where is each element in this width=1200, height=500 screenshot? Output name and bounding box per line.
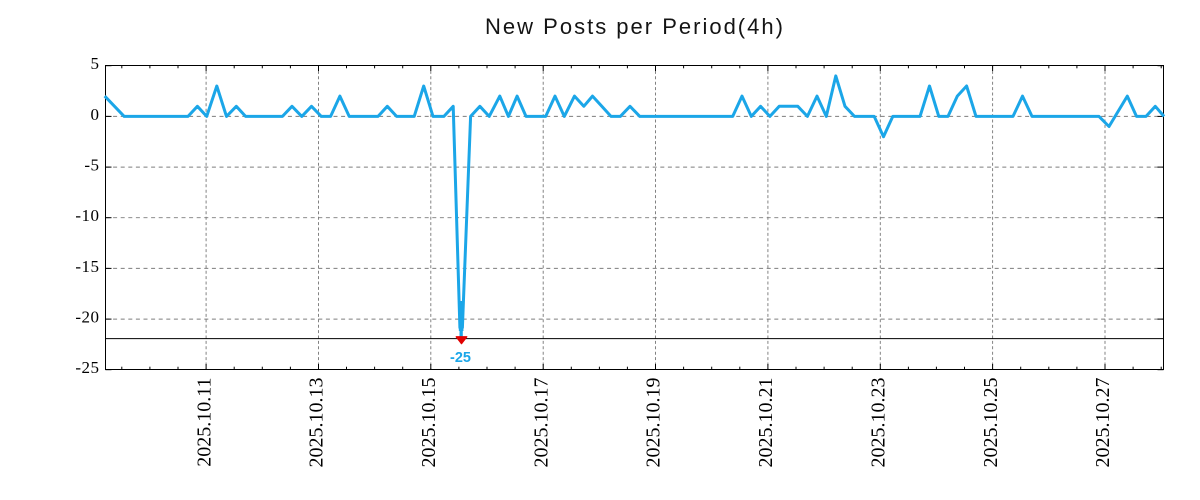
svg-text:2025.10.21: 2025.10.21 [755,378,777,468]
svg-text:-25: -25 [75,358,99,377]
svg-text:0: 0 [91,105,100,124]
svg-text:2025.10.13: 2025.10.13 [306,378,328,468]
svg-text:-20: -20 [75,308,99,327]
svg-text:5: 5 [91,54,100,73]
svg-text:-10: -10 [75,206,99,225]
svg-text:-25: -25 [450,350,471,366]
svg-text:-5: -5 [84,156,99,175]
svg-text:2025.10.27: 2025.10.27 [1092,378,1114,468]
svg-text:2025.10.19: 2025.10.19 [643,378,665,468]
svg-text:-15: -15 [75,257,99,276]
svg-text:2025.10.23: 2025.10.23 [868,378,890,468]
svg-text:2025.10.11: 2025.10.11 [193,378,215,467]
svg-text:2025.10.25: 2025.10.25 [980,378,1002,468]
svg-text:2025.10.15: 2025.10.15 [418,378,440,468]
svg-text:2025.10.17: 2025.10.17 [530,378,552,468]
svg-text:New Posts per Period(4h): New Posts per Period(4h) [485,14,785,39]
